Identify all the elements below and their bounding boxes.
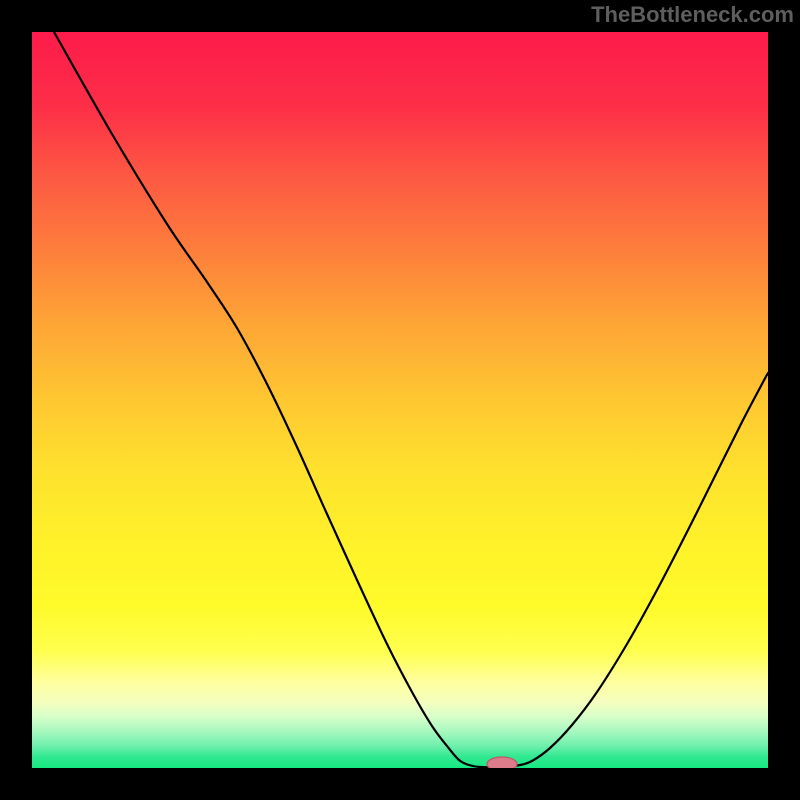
plot-area <box>32 32 768 768</box>
chart-svg <box>32 32 768 768</box>
watermark-text: TheBottleneck.com <box>591 2 794 28</box>
chart-background <box>32 32 768 768</box>
optimal-marker <box>487 757 517 768</box>
chart-frame: TheBottleneck.com <box>0 0 800 800</box>
